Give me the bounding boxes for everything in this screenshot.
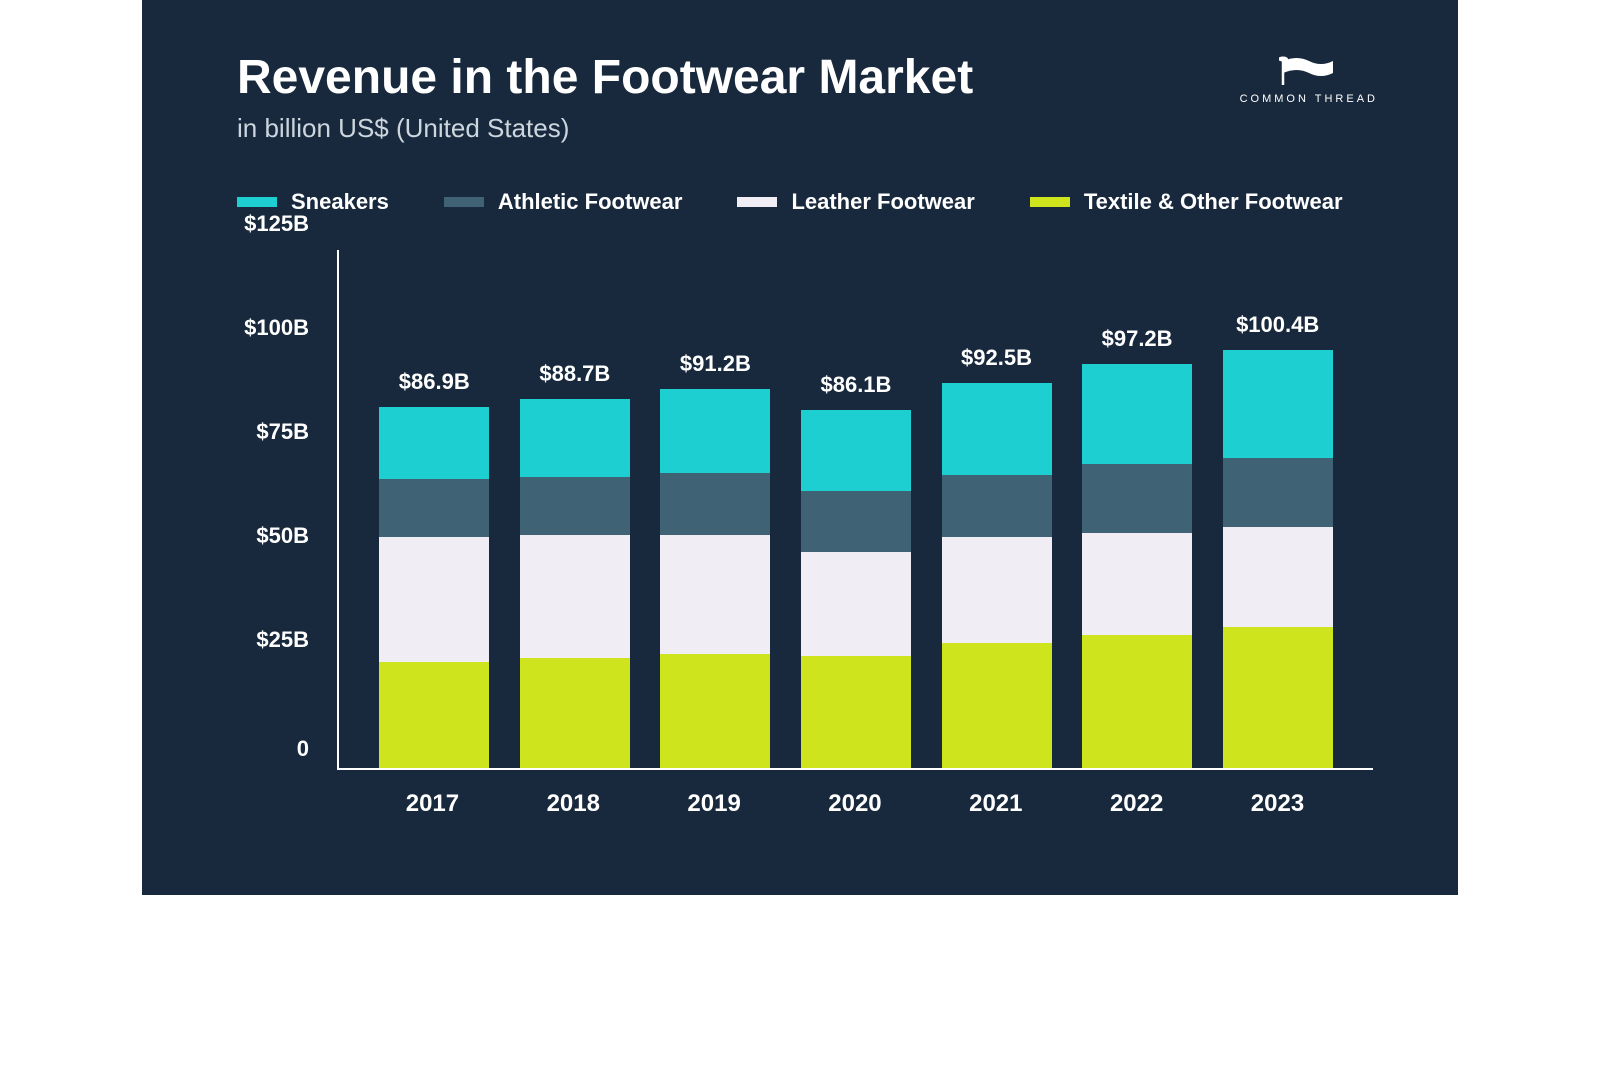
bar-segment-leather xyxy=(801,552,911,656)
bar-segment-textile xyxy=(801,656,911,768)
bar-segment-sneakers xyxy=(1082,364,1192,465)
bar-segment-textile xyxy=(660,654,770,768)
bar-segment-textile xyxy=(1223,627,1333,768)
bar-segment-leather xyxy=(1082,533,1192,635)
legend: SneakersAthletic FootwearLeather Footwea… xyxy=(237,189,1383,215)
x-axis-label: 2022 xyxy=(1082,790,1192,818)
bar-segment-athletic xyxy=(1223,458,1333,527)
legend-item: Textile & Other Footwear xyxy=(1030,189,1343,215)
y-tick-label: 0 xyxy=(297,736,309,762)
bar-segment-textile xyxy=(942,643,1052,768)
bar-segment-sneakers xyxy=(379,407,489,479)
chart-container: COMMON THREAD Revenue in the Footwear Ma… xyxy=(142,0,1458,895)
flag-icon xyxy=(1279,55,1339,87)
legend-item: Leather Footwear xyxy=(737,189,974,215)
bar-segment-leather xyxy=(520,535,630,658)
x-axis-label: 2023 xyxy=(1222,790,1332,818)
bar-segment-athletic xyxy=(801,491,911,551)
bar-total-label: $91.2B xyxy=(680,351,751,377)
legend-swatch xyxy=(444,197,484,207)
y-axis: 0$25B$50B$75B$100B$125B xyxy=(237,250,327,770)
legend-item: Athletic Footwear xyxy=(444,189,683,215)
y-tick-label: $125B xyxy=(244,211,309,237)
bar-total-label: $86.1B xyxy=(820,372,891,398)
y-tick-label: $75B xyxy=(256,419,309,445)
plot-area: $86.9B $88.7B $91.2B $86.1B $92.5B $97.2B $100… xyxy=(337,250,1373,770)
brand-name: COMMON THREAD xyxy=(1240,93,1378,105)
legend-swatch xyxy=(737,197,777,207)
bar-group: $97.2B xyxy=(1082,364,1192,768)
x-axis-label: 2021 xyxy=(941,790,1051,818)
bar-group: $88.7B xyxy=(520,399,630,768)
bar-stack xyxy=(801,410,911,768)
x-axis-label: 2020 xyxy=(800,790,910,818)
bar-segment-sneakers xyxy=(801,410,911,492)
bar-total-label: $97.2B xyxy=(1102,326,1173,352)
chart-title: Revenue in the Footwear Market xyxy=(237,50,1383,105)
bar-group: $91.2B xyxy=(660,389,770,768)
legend-label: Textile & Other Footwear xyxy=(1084,189,1343,215)
bar-stack xyxy=(1223,350,1333,768)
bar-segment-leather xyxy=(942,537,1052,643)
legend-swatch xyxy=(237,197,277,207)
bar-segment-leather xyxy=(660,535,770,654)
bar-segment-textile xyxy=(379,662,489,768)
legend-swatch xyxy=(1030,197,1070,207)
y-tick-label: $50B xyxy=(256,523,309,549)
chart-area: 0$25B$50B$75B$100B$125B $86.9B$88.7B$91.… xyxy=(247,250,1383,770)
x-axis-label: 2019 xyxy=(659,790,769,818)
bar-stack xyxy=(942,383,1052,768)
bar-segment-leather xyxy=(1223,527,1333,627)
y-tick-label: $25B xyxy=(256,627,309,653)
bar-segment-sneakers xyxy=(520,399,630,477)
bar-segment-athletic xyxy=(520,477,630,535)
bar-group: $86.1B xyxy=(801,410,911,768)
bar-total-label: $86.9B xyxy=(399,369,470,395)
x-axis-label: 2017 xyxy=(377,790,487,818)
bar-segment-sneakers xyxy=(942,383,1052,475)
bar-segment-textile xyxy=(1082,635,1192,768)
bar-segment-athletic xyxy=(379,479,489,537)
bar-segment-sneakers xyxy=(660,389,770,473)
bar-segment-athletic xyxy=(942,475,1052,537)
bar-segment-sneakers xyxy=(1223,350,1333,458)
bar-total-label: $100.4B xyxy=(1236,312,1319,338)
bar-total-label: $88.7B xyxy=(539,361,610,387)
bar-segment-athletic xyxy=(1082,464,1192,533)
bar-group: $92.5B xyxy=(942,383,1052,768)
bar-stack xyxy=(520,399,630,768)
bar-stack xyxy=(660,389,770,768)
bars-container: $86.9B $88.7B $91.2B $86.1B $92.5B $97.2B $100… xyxy=(339,250,1373,768)
bar-segment-athletic xyxy=(660,473,770,535)
x-axis-label: 2018 xyxy=(518,790,628,818)
y-tick-label: $100B xyxy=(244,315,309,341)
legend-label: Leather Footwear xyxy=(791,189,974,215)
bar-total-label: $92.5B xyxy=(961,345,1032,371)
chart-subtitle: in billion US$ (United States) xyxy=(237,113,1383,144)
bar-stack xyxy=(1082,364,1192,768)
bar-group: $100.4B xyxy=(1223,350,1333,768)
bar-segment-leather xyxy=(379,537,489,662)
bar-stack xyxy=(379,407,489,768)
legend-label: Athletic Footwear xyxy=(498,189,683,215)
bar-group: $86.9B xyxy=(379,407,489,768)
brand-logo: COMMON THREAD xyxy=(1240,55,1378,105)
x-axis-labels: 2017 2018 2019 2020 2021 2022 2023 xyxy=(337,770,1373,818)
bar-segment-textile xyxy=(520,658,630,768)
